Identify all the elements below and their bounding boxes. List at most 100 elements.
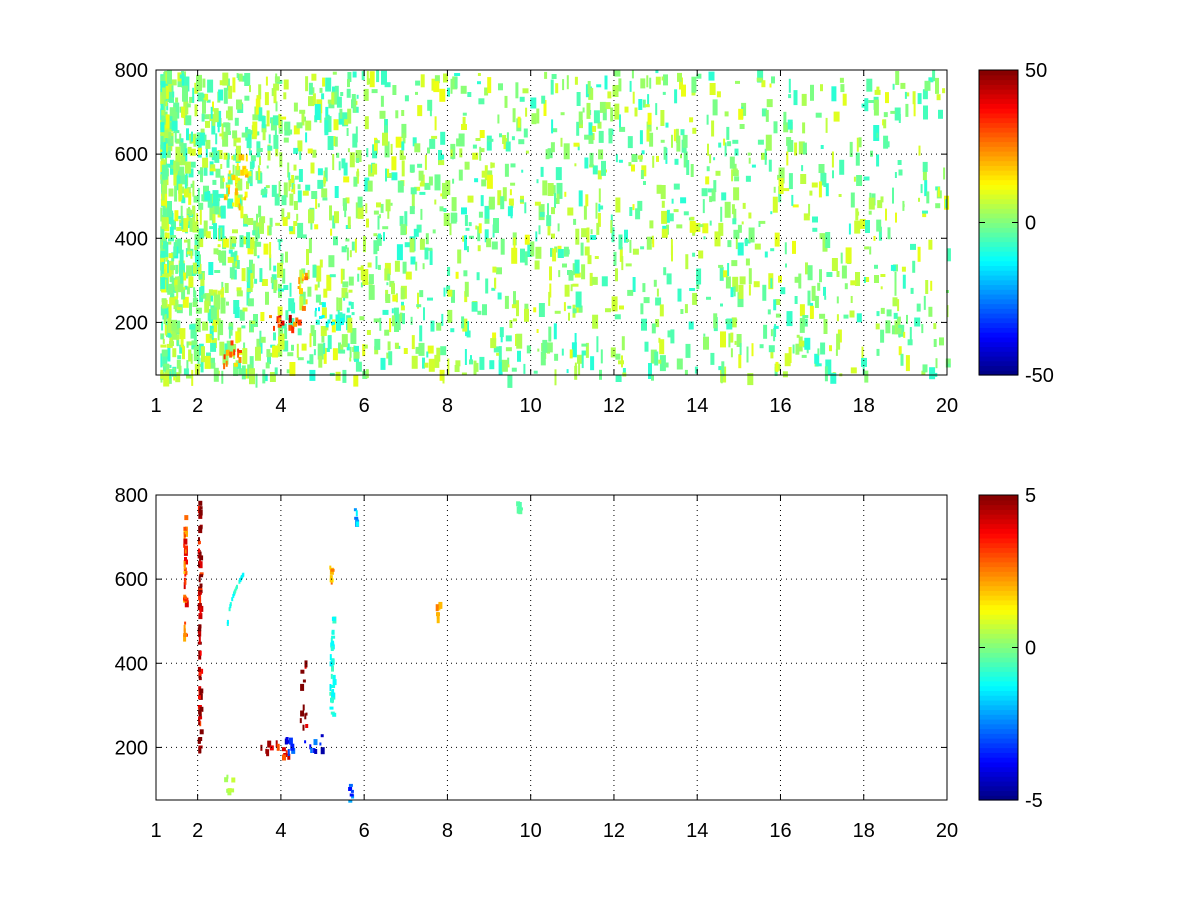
bottom-heatmap-cell (331, 658, 335, 666)
top-heatmap-cell (666, 273, 672, 285)
top-heatmap-cell (174, 279, 180, 287)
top-heatmap-cell (429, 106, 432, 117)
top-heatmap-cell (261, 115, 266, 128)
top-heatmap-cell (347, 148, 350, 153)
top-heatmap-cell (587, 81, 591, 94)
top-heatmap-cell (183, 101, 189, 115)
top-heatmap-cell (438, 160, 445, 166)
top-heatmap-cell (213, 292, 216, 309)
top-heatmap-cell (615, 375, 622, 382)
top-heatmap-cell (349, 152, 355, 168)
top-heatmap-cell (344, 119, 349, 126)
top-heatmap-cell (413, 228, 419, 237)
top-heatmap-cell (720, 303, 723, 307)
top-heatmap-cell (793, 90, 798, 106)
top-heatmap-cell (622, 368, 626, 376)
top-heatmap-cell (221, 123, 224, 140)
top-heatmap-cell (246, 130, 253, 135)
bottom-heatmap-cell (330, 637, 333, 643)
top-heatmap-cell (936, 94, 941, 101)
top-heatmap-cell (692, 292, 698, 305)
top-heatmap-cell (708, 71, 715, 81)
bottom-x-tick-label: 14 (686, 820, 708, 842)
top-heatmap-cell (368, 284, 375, 300)
top-heatmap-cell (312, 264, 317, 278)
bottom-heatmap-cell (199, 607, 202, 615)
top-heatmap-cell (450, 143, 456, 159)
top-heatmap-cell (206, 99, 211, 103)
top-heatmap-cell (676, 224, 683, 229)
top-heatmap-cell (725, 276, 731, 289)
top-heatmap-cell (183, 287, 186, 291)
top-heatmap-cell (663, 267, 667, 276)
top-heatmap-cell (351, 312, 355, 316)
top-heatmap-cell (218, 89, 224, 101)
top-heatmap-cell (176, 320, 181, 335)
top-heatmap-cell (422, 263, 425, 270)
top-heatmap-cell (718, 366, 722, 371)
top-heatmap-cell (346, 343, 350, 351)
top-heatmap-cell (716, 91, 721, 98)
top-heatmap-cell (640, 170, 644, 179)
top-heatmap-cell (504, 95, 508, 108)
top-heatmap-cell (315, 294, 321, 303)
top-heatmap-cell (169, 341, 174, 347)
top-heatmap-cell (336, 297, 339, 312)
top-heatmap-cell (692, 252, 696, 257)
bottom-heatmap-cell (198, 591, 201, 596)
top-heatmap-cell (262, 369, 266, 384)
top-heatmap-cell (321, 302, 326, 308)
bottom-colorbar-swatch (979, 547, 1018, 553)
top-heatmap-cell (401, 160, 405, 177)
top-heatmap-cell (222, 72, 229, 86)
top-heatmap-cell (376, 243, 380, 251)
top-heatmap-cell (248, 237, 255, 250)
top-heatmap-cell (214, 150, 220, 163)
top-heatmap-cell (761, 108, 767, 117)
top-heatmap-cell (526, 345, 531, 354)
bottom-heatmap-cell (185, 530, 188, 537)
top-heatmap-cell (737, 242, 744, 256)
top-heatmap-cell (877, 200, 883, 209)
top-heatmap-cell (590, 235, 597, 240)
top-x-tick-label: 4 (275, 395, 286, 417)
bottom-heatmap-cell (198, 526, 203, 534)
top-heatmap-cell (732, 218, 737, 225)
top-heatmap-cell (229, 326, 233, 336)
top-heatmap-cell (172, 348, 177, 358)
top-heatmap-cell (439, 88, 446, 102)
top-heatmap-cell (601, 160, 606, 176)
top-heatmap-cell (922, 161, 928, 172)
top-heatmap-cell (315, 319, 320, 325)
top-heatmap-cell (511, 136, 515, 141)
top-heatmap-cell (167, 201, 172, 217)
top-heatmap-cell (167, 260, 169, 274)
top-heatmap-cell (164, 129, 169, 137)
top-heatmap-cell (480, 195, 484, 207)
top-heatmap-cell (742, 202, 746, 209)
bottom-colorbar-swatch (979, 585, 1018, 591)
top-heatmap-cell (458, 133, 465, 147)
top-heatmap-cell (179, 328, 186, 340)
top-heatmap-cell (855, 208, 859, 221)
top-heatmap-cell (186, 175, 189, 187)
top-heatmap-cell (247, 174, 253, 184)
top-heatmap-cell (259, 330, 262, 345)
top-heatmap-cell (341, 246, 347, 253)
bottom-heatmap-cell (285, 750, 288, 756)
top-heatmap-cell (874, 275, 879, 283)
top-heatmap-cell (745, 175, 751, 182)
top-heatmap-cell (182, 296, 189, 308)
top-heatmap-cell (394, 322, 399, 332)
top-heatmap-cell (430, 320, 435, 332)
top-heatmap-cell (825, 183, 829, 197)
top-heatmap-cell (427, 99, 433, 111)
top-heatmap-cell (551, 233, 555, 239)
top-heatmap-cell (399, 215, 404, 226)
top-heatmap-cell (594, 256, 599, 259)
top-heatmap-cell (399, 312, 403, 322)
top-heatmap-cell (246, 288, 253, 292)
top-heatmap-cell (214, 270, 221, 273)
top-heatmap-cell (366, 70, 369, 85)
top-heatmap-cell (587, 255, 592, 265)
